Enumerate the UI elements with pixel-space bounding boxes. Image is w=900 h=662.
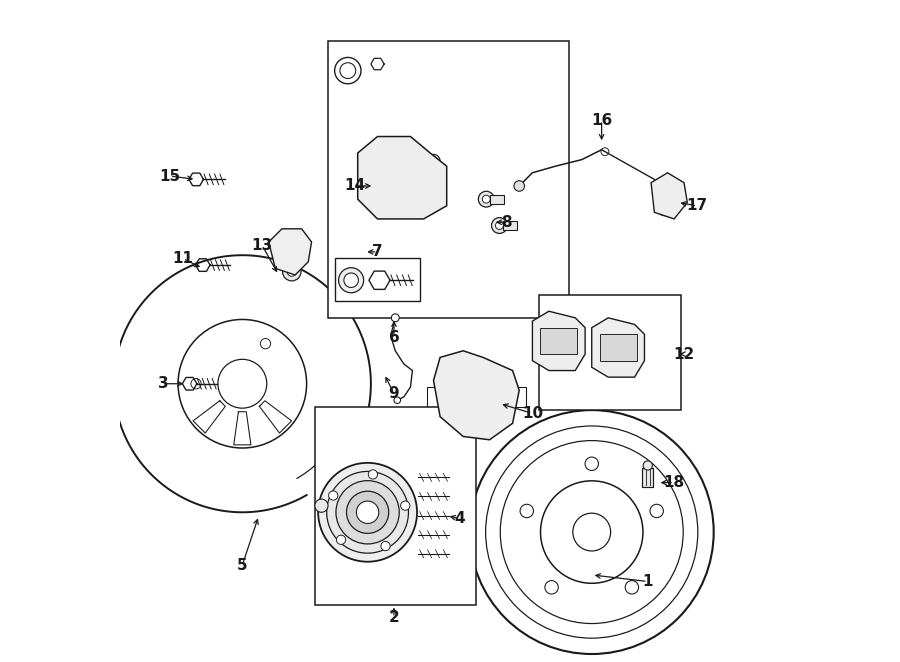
Circle shape bbox=[356, 501, 379, 524]
Bar bbox=[503, 221, 517, 230]
Circle shape bbox=[393, 169, 414, 190]
Circle shape bbox=[178, 320, 307, 448]
Circle shape bbox=[283, 233, 294, 245]
Circle shape bbox=[338, 267, 364, 293]
Text: 2: 2 bbox=[389, 610, 400, 626]
Text: 15: 15 bbox=[159, 169, 180, 183]
Bar bbox=[599, 334, 636, 361]
Circle shape bbox=[392, 314, 400, 322]
Text: 16: 16 bbox=[591, 113, 612, 128]
Text: 8: 8 bbox=[500, 214, 511, 230]
Circle shape bbox=[368, 470, 377, 479]
Text: 1: 1 bbox=[643, 574, 653, 589]
Bar bbox=[540, 328, 577, 354]
Circle shape bbox=[628, 338, 634, 344]
Circle shape bbox=[327, 471, 409, 553]
Circle shape bbox=[626, 581, 639, 594]
Circle shape bbox=[335, 58, 361, 84]
Circle shape bbox=[260, 338, 271, 349]
Text: 17: 17 bbox=[687, 198, 707, 213]
Text: 14: 14 bbox=[344, 179, 365, 193]
Text: 12: 12 bbox=[673, 347, 695, 361]
Circle shape bbox=[500, 441, 683, 624]
Circle shape bbox=[377, 153, 430, 206]
Circle shape bbox=[427, 154, 440, 167]
Text: 9: 9 bbox=[389, 386, 400, 401]
Text: 6: 6 bbox=[389, 330, 400, 345]
Polygon shape bbox=[269, 229, 311, 275]
Circle shape bbox=[486, 407, 500, 420]
Circle shape bbox=[315, 499, 328, 512]
Polygon shape bbox=[357, 136, 446, 219]
Polygon shape bbox=[651, 173, 688, 219]
Text: 18: 18 bbox=[663, 475, 685, 490]
Circle shape bbox=[340, 63, 356, 79]
Circle shape bbox=[658, 203, 670, 216]
Bar bbox=[328, 41, 569, 318]
Polygon shape bbox=[533, 311, 585, 371]
Circle shape bbox=[478, 191, 494, 207]
Circle shape bbox=[537, 331, 544, 338]
Circle shape bbox=[541, 481, 643, 583]
Circle shape bbox=[486, 426, 698, 638]
Circle shape bbox=[585, 457, 598, 471]
Bar bbox=[643, 468, 653, 487]
Text: 13: 13 bbox=[252, 238, 273, 253]
Circle shape bbox=[601, 148, 609, 156]
Circle shape bbox=[470, 410, 714, 654]
Text: 4: 4 bbox=[454, 511, 465, 526]
Circle shape bbox=[385, 161, 422, 198]
Circle shape bbox=[337, 535, 346, 544]
Circle shape bbox=[486, 374, 500, 387]
Circle shape bbox=[454, 407, 466, 420]
Circle shape bbox=[381, 542, 391, 551]
Circle shape bbox=[336, 481, 400, 544]
Circle shape bbox=[520, 504, 534, 518]
Polygon shape bbox=[591, 318, 644, 377]
Circle shape bbox=[394, 397, 400, 404]
Bar bbox=[490, 195, 504, 204]
Text: 7: 7 bbox=[373, 244, 382, 260]
Circle shape bbox=[482, 195, 491, 203]
Polygon shape bbox=[434, 351, 519, 440]
Circle shape bbox=[346, 491, 389, 534]
Circle shape bbox=[344, 273, 358, 287]
Bar bbox=[315, 407, 476, 604]
Bar bbox=[412, 473, 454, 565]
Circle shape bbox=[544, 581, 558, 594]
Circle shape bbox=[319, 463, 417, 562]
Circle shape bbox=[218, 359, 266, 408]
Circle shape bbox=[283, 262, 301, 281]
Circle shape bbox=[491, 218, 508, 234]
Bar bbox=[539, 295, 680, 410]
Circle shape bbox=[644, 461, 652, 470]
Circle shape bbox=[357, 166, 371, 179]
Circle shape bbox=[572, 513, 610, 551]
Circle shape bbox=[191, 379, 202, 389]
Circle shape bbox=[400, 501, 410, 510]
Text: 3: 3 bbox=[158, 376, 168, 391]
Circle shape bbox=[514, 181, 525, 191]
Circle shape bbox=[597, 338, 603, 344]
Circle shape bbox=[496, 222, 503, 230]
Text: 5: 5 bbox=[237, 557, 248, 573]
Circle shape bbox=[328, 491, 338, 500]
Circle shape bbox=[287, 267, 296, 276]
Bar bbox=[335, 258, 420, 301]
Text: 10: 10 bbox=[522, 406, 543, 421]
Circle shape bbox=[569, 331, 575, 338]
Circle shape bbox=[650, 504, 663, 518]
Text: 11: 11 bbox=[173, 251, 194, 266]
Circle shape bbox=[454, 374, 466, 387]
